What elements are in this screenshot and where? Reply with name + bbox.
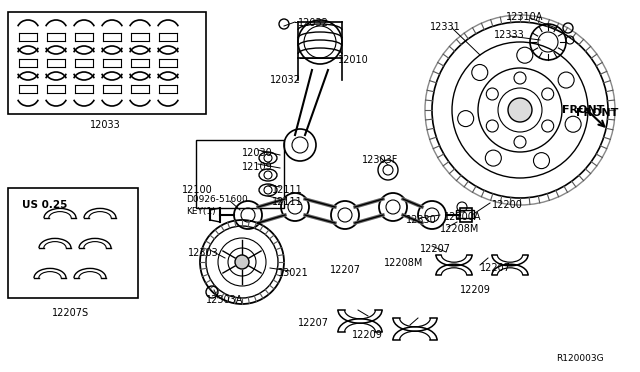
Circle shape <box>508 98 532 122</box>
Text: 12208M: 12208M <box>384 258 424 268</box>
Text: 12310A: 12310A <box>506 12 543 22</box>
Bar <box>456 210 474 218</box>
Text: 12111: 12111 <box>272 197 303 207</box>
Text: 12209: 12209 <box>352 330 383 340</box>
Text: 12030: 12030 <box>242 148 273 158</box>
Text: D0926-51600: D0926-51600 <box>186 195 248 204</box>
Text: 12100: 12100 <box>182 185 212 195</box>
Text: 12303F: 12303F <box>362 155 398 165</box>
Text: 12033: 12033 <box>90 120 121 130</box>
Text: US 0.25: US 0.25 <box>22 200 67 210</box>
Bar <box>196 140 284 208</box>
Text: 12333: 12333 <box>494 30 525 40</box>
Text: 12207: 12207 <box>298 318 329 328</box>
Text: R120003G: R120003G <box>556 354 604 363</box>
Bar <box>460 208 472 222</box>
Text: FRONT: FRONT <box>562 105 604 115</box>
Text: 12330: 12330 <box>406 215 436 225</box>
Circle shape <box>235 255 249 269</box>
Text: 12208M: 12208M <box>440 224 479 234</box>
Text: 12032: 12032 <box>298 18 329 28</box>
Text: 12207: 12207 <box>330 265 361 275</box>
Text: KEY(1): KEY(1) <box>186 207 216 216</box>
Text: 12207: 12207 <box>420 244 451 254</box>
Text: 12200: 12200 <box>492 200 523 210</box>
Text: 12200A: 12200A <box>444 212 481 222</box>
Text: 12209: 12209 <box>460 285 491 295</box>
Bar <box>8 12 206 114</box>
Text: 12331: 12331 <box>430 22 461 32</box>
Text: FRONT: FRONT <box>576 108 618 118</box>
Text: 12303A: 12303A <box>206 295 243 305</box>
Text: 12109: 12109 <box>242 162 273 172</box>
Text: 12303: 12303 <box>188 248 219 258</box>
Text: 12111: 12111 <box>272 185 303 195</box>
Text: 12010: 12010 <box>338 55 369 65</box>
Text: 13021: 13021 <box>278 268 308 278</box>
Text: 12207S: 12207S <box>52 308 89 318</box>
Bar <box>8 188 138 298</box>
Text: 12032: 12032 <box>270 75 301 85</box>
Text: 12207: 12207 <box>480 263 511 273</box>
